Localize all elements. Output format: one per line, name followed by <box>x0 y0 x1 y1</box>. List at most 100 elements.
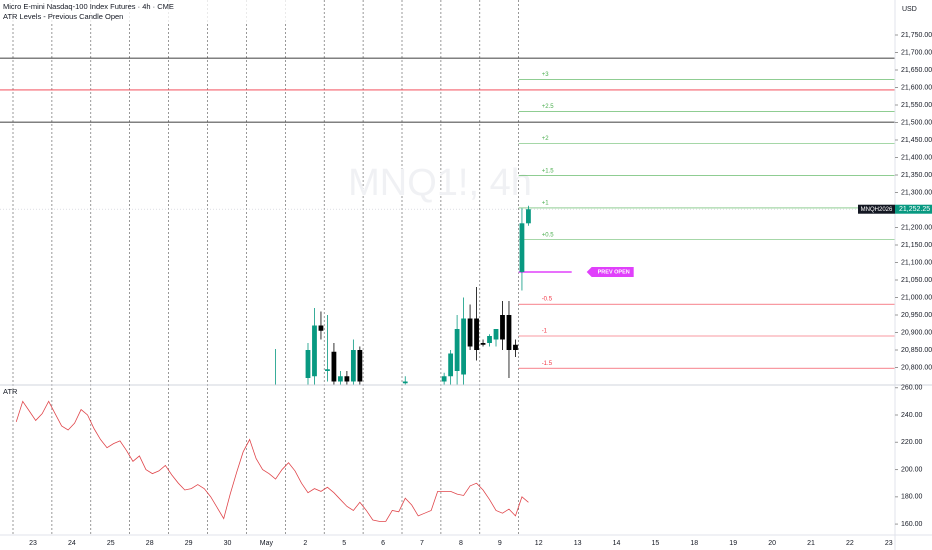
x-tick-label: 9 <box>498 540 502 547</box>
atr-line <box>15 400 529 522</box>
y-tick-label: 21,600.00 <box>901 84 932 91</box>
x-tick-label: 24 <box>68 540 76 547</box>
chart-subtitle: ATR Levels - Previous Candle Open <box>3 12 123 21</box>
layout <box>12 0 520 535</box>
y2-tick-label: 220.00 <box>901 439 923 446</box>
x-tick-label: 23 <box>885 540 893 547</box>
candle-body <box>331 351 337 382</box>
candle-body <box>480 343 486 345</box>
x-tick-label: 20 <box>768 540 776 547</box>
candle-body <box>402 381 408 384</box>
candle-body <box>506 315 512 350</box>
prev-open-box <box>586 266 634 277</box>
currency: USD <box>902 6 917 13</box>
indicator-pane <box>15 400 529 522</box>
candle-body <box>500 315 505 340</box>
candle-body <box>312 325 317 377</box>
x-tick-label: 13 <box>574 540 582 547</box>
candle-body <box>474 318 479 350</box>
x-tick-label: 8 <box>459 540 463 547</box>
x-tick-label: 18 <box>690 540 698 547</box>
y-tick-label: 21,100.00 <box>901 259 932 266</box>
atr-level-label: +2 <box>542 136 550 142</box>
y-tick-label: 21,550.00 <box>901 102 932 109</box>
candle-body <box>519 223 525 272</box>
candle-body <box>273 387 278 389</box>
candle-body <box>344 376 350 382</box>
y-tick-label: 21,650.00 <box>901 67 932 74</box>
y-tick-label: 21,400.00 <box>901 154 932 161</box>
atr-level-label: -1.5 <box>542 361 553 367</box>
symbol-label: MNQH2026 <box>861 207 893 213</box>
atr-level-label: +3 <box>542 72 550 78</box>
chart-title: Micro E-mini Nasdaq-100 Index Futures · … <box>3 2 174 11</box>
y-tick-label: 20,950.00 <box>901 312 932 319</box>
candle-body <box>305 350 311 378</box>
x-tick-label: 5 <box>342 540 346 547</box>
y2-tick-label: 180.00 <box>901 494 923 501</box>
x-tick-label: 2 <box>303 540 307 547</box>
y-tick-label: 21,350.00 <box>901 172 932 179</box>
atr-level-label: -1 <box>542 329 548 335</box>
y-tick-label: 21,700.00 <box>901 49 932 56</box>
x-tick-label: 7 <box>420 540 424 547</box>
symbol-box <box>858 204 895 214</box>
x-tick-label: 14 <box>613 540 621 547</box>
y-tick-label: 21,150.00 <box>901 242 932 249</box>
last-price-label: 21,252.25 <box>899 206 930 213</box>
y2-tick-label: 240.00 <box>901 412 923 419</box>
y-tick-label: 21,500.00 <box>901 119 932 126</box>
x-tick-label: 21 <box>807 540 815 547</box>
x-tick-label: 6 <box>381 540 385 547</box>
y2-tick-label: 260.00 <box>901 385 923 392</box>
price-pane: +3 +2.5 +2 +1.5 +1 +0.5 -0.5 -1 -1.5 PREV OPEN <box>0 57 895 389</box>
x-tick-label: 25 <box>107 540 115 547</box>
x-tick-label: 19 <box>729 540 737 547</box>
y-tick-label: 20,800.00 <box>901 364 932 371</box>
y-tick-label: 21,200.00 <box>901 224 932 231</box>
candle-body <box>513 344 518 350</box>
candle-body <box>454 329 460 371</box>
x-tick-label: 30 <box>224 540 232 547</box>
atr-level-label: +0.5 <box>542 232 555 238</box>
y-tick-label: 20,850.00 <box>901 347 932 354</box>
x-tick-label: 22 <box>846 540 854 547</box>
y-tick-label: 21,450.00 <box>901 137 932 144</box>
candle-body <box>467 318 473 347</box>
x-tick-label: 12 <box>535 540 543 547</box>
legend-bg <box>0 0 300 22</box>
atr-level-label: +2.5 <box>542 104 555 110</box>
atr-level-label: +1.5 <box>542 168 555 174</box>
x-tick-label: May <box>260 540 274 547</box>
y2-tick-label: 160.00 <box>901 521 923 528</box>
candle-body <box>357 350 363 382</box>
y-tick-label: 21,050.00 <box>901 277 932 284</box>
y-tick-label: 21,000.00 <box>901 294 932 301</box>
last-price-box <box>895 204 932 214</box>
candle-body <box>441 376 447 382</box>
candle-body <box>526 209 531 224</box>
x-tick-label: 28 <box>146 540 154 547</box>
atr-level-label: +1 <box>542 200 550 206</box>
y-tick-label: 21,750.00 <box>901 32 932 39</box>
y-tick-label: 21,300.00 <box>901 189 932 196</box>
candle-body <box>350 350 356 382</box>
candle-body <box>448 353 454 377</box>
candle-body <box>461 318 466 375</box>
candle-body <box>325 369 330 371</box>
atr-level-label: -0.5 <box>542 297 553 303</box>
watermark: MNQ1!, 4h <box>348 162 532 204</box>
candle-body <box>487 336 492 343</box>
prev-open-label: PREV OPEN <box>598 269 630 275</box>
y2-tick-label: 200.00 <box>901 466 923 473</box>
candle-body <box>318 325 324 331</box>
x-tick-label: 29 <box>185 540 193 547</box>
indicator-name: ATR <box>3 387 18 396</box>
x-tick-label: 15 <box>652 540 660 547</box>
candle-body <box>493 329 499 340</box>
candle-body <box>338 376 343 382</box>
x-tick-label: 23 <box>29 540 37 547</box>
y-tick-label: 20,900.00 <box>901 329 932 336</box>
